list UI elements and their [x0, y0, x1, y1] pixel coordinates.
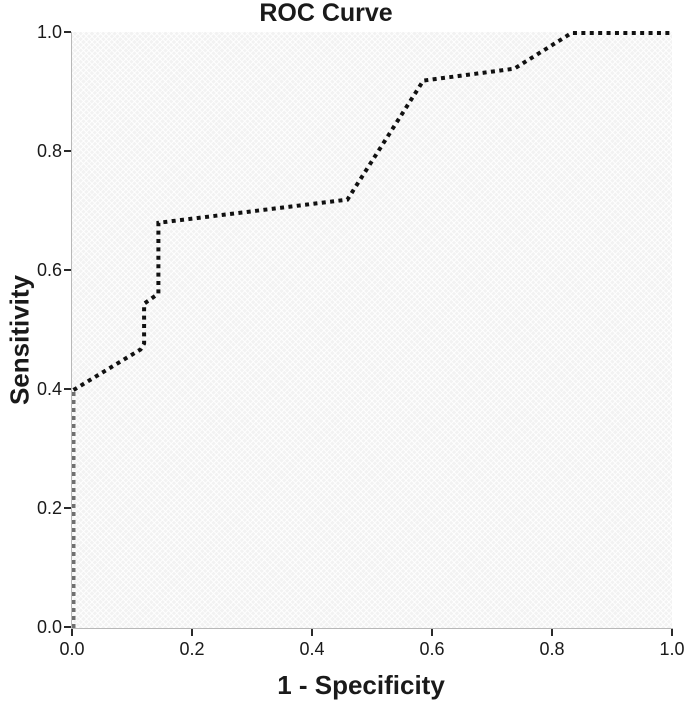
y-tick-label: 0.6	[36, 260, 62, 280]
y-tick-mark	[64, 269, 71, 271]
x-tick-mark	[551, 629, 553, 636]
plot-area	[71, 31, 672, 628]
x-tick-mark	[671, 629, 673, 636]
chart-title: ROC Curve	[259, 0, 393, 27]
y-tick-label: 0.2	[36, 498, 62, 518]
x-axis-line	[71, 628, 673, 629]
x-tick-label: 0.2	[179, 639, 205, 659]
y-tick-mark	[64, 31, 71, 33]
y-tick-mark	[64, 150, 71, 152]
y-tick-label: 0.8	[36, 141, 62, 161]
x-tick-mark	[311, 629, 313, 636]
roc-curve	[72, 31, 672, 392]
y-tick-mark	[64, 626, 71, 628]
x-tick-label: 0.4	[299, 639, 325, 659]
x-tick-mark	[71, 629, 73, 636]
y-tick-mark	[64, 507, 71, 509]
x-tick-label: 1.0	[659, 639, 685, 659]
y-tick-label: 0.0	[36, 617, 62, 637]
y-tick-label: 1.0	[36, 22, 62, 42]
x-tick-mark	[191, 629, 193, 636]
roc-curve-svg	[71, 31, 672, 628]
x-tick-label: 0.6	[419, 639, 445, 659]
x-axis-title: 1 - Specificity	[277, 670, 445, 700]
y-tick-label: 0.4	[36, 379, 62, 399]
y-tick-mark	[64, 388, 71, 390]
x-tick-mark	[431, 629, 433, 636]
x-tick-label: 0.8	[539, 639, 565, 659]
y-axis-line	[71, 32, 72, 629]
x-tick-label: 0.0	[59, 639, 85, 659]
